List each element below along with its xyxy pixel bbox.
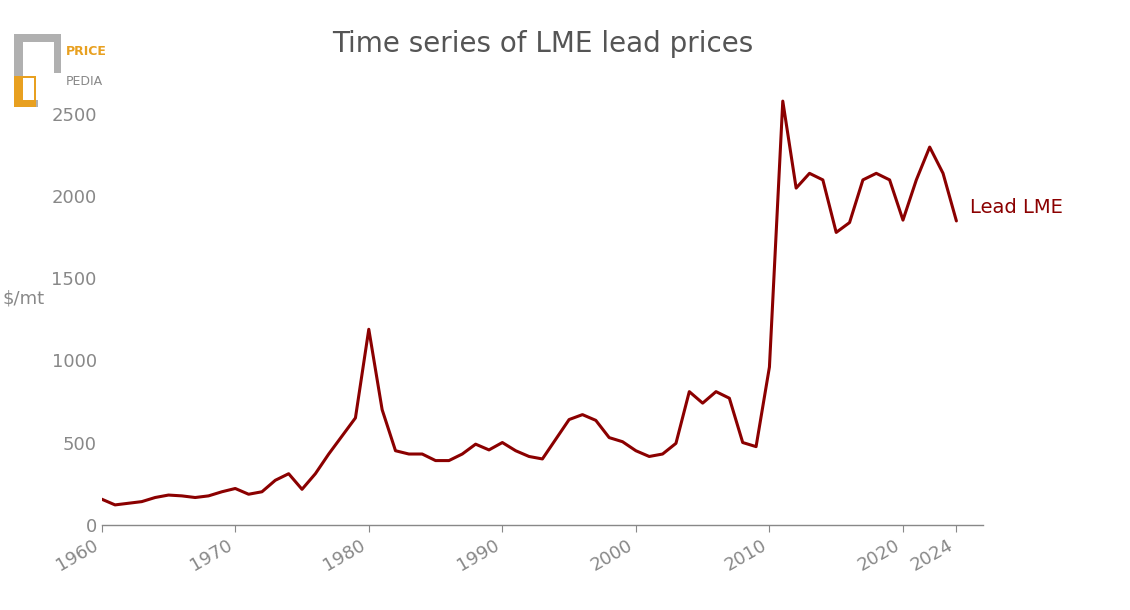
FancyBboxPatch shape xyxy=(23,42,54,99)
Text: PEDIA: PEDIA xyxy=(66,74,103,87)
Text: Lead LME: Lead LME xyxy=(970,198,1062,217)
Title: Time series of LME lead prices: Time series of LME lead prices xyxy=(332,30,753,59)
Text: PRICE: PRICE xyxy=(66,45,106,58)
FancyBboxPatch shape xyxy=(23,78,34,99)
FancyBboxPatch shape xyxy=(14,34,61,107)
FancyBboxPatch shape xyxy=(14,76,36,107)
Y-axis label: $/mt: $/mt xyxy=(2,290,44,308)
FancyBboxPatch shape xyxy=(38,73,61,107)
